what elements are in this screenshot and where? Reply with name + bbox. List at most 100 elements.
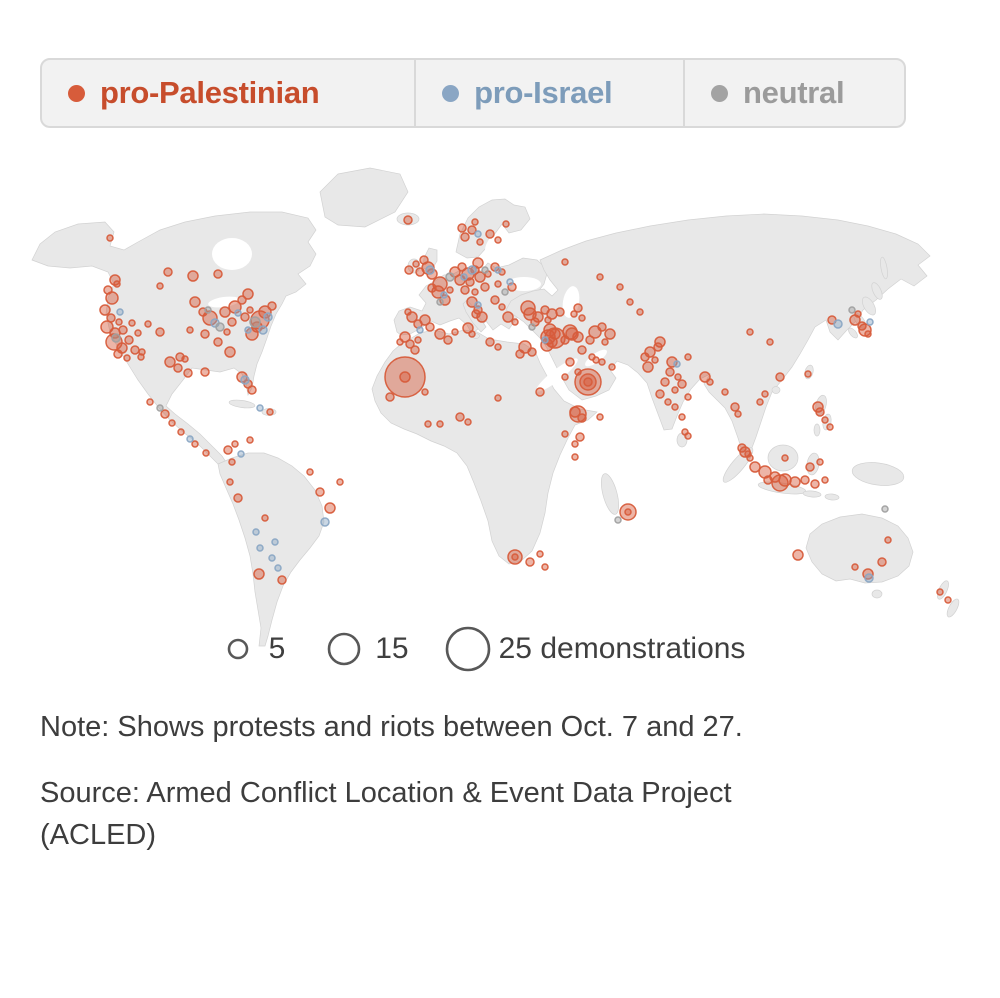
note-text: Note: Shows protests and riots between O… <box>40 711 743 743</box>
bubble <box>115 318 123 326</box>
bubble <box>445 272 455 282</box>
bubble <box>223 445 233 455</box>
legend-item-pro-israel[interactable]: pro-Israel <box>416 60 686 126</box>
bubble <box>425 322 435 332</box>
bubble <box>124 335 134 345</box>
bubble <box>189 296 201 308</box>
bubble <box>655 389 665 399</box>
bubble <box>848 306 856 314</box>
island-borneo <box>767 444 799 472</box>
bubble <box>274 564 282 572</box>
bubble <box>805 462 815 472</box>
island-new-guinea <box>851 462 905 486</box>
size-legend-item: 15 <box>321 626 409 672</box>
bubble <box>412 260 420 268</box>
bubble <box>246 306 254 314</box>
bubble <box>570 310 578 318</box>
bubble <box>494 236 502 244</box>
bubble <box>583 377 593 387</box>
bubble <box>812 401 824 413</box>
bubble <box>155 327 165 337</box>
bubble <box>128 319 136 327</box>
bubble <box>674 373 682 381</box>
footnotes: Note: Shows protests and riots between O… <box>40 706 960 856</box>
bubble <box>324 502 336 514</box>
bubble <box>511 318 519 326</box>
bubble <box>410 345 420 355</box>
bubble <box>405 339 415 349</box>
bubble <box>436 420 444 428</box>
bubble <box>730 402 740 412</box>
bubble <box>109 274 121 286</box>
island-japan-hokkaido <box>871 282 883 300</box>
bubble <box>485 337 495 347</box>
bubble <box>866 318 874 326</box>
bubble <box>665 367 675 377</box>
legend-item-neutral[interactable]: neutral <box>685 60 904 126</box>
island-japan-kyushu <box>848 327 858 339</box>
bubble <box>626 298 634 306</box>
bubble <box>263 312 273 322</box>
bubble <box>116 308 124 316</box>
bubble <box>261 514 269 522</box>
bubble <box>571 440 579 448</box>
bubble <box>183 368 193 378</box>
bubble <box>415 267 425 277</box>
bubble <box>821 476 829 484</box>
bubble <box>578 314 586 322</box>
bubble <box>660 377 670 387</box>
region-scandinavia <box>455 198 531 259</box>
bubble <box>228 458 236 466</box>
bubble <box>821 416 829 424</box>
bubble <box>474 230 482 238</box>
bubble <box>756 398 764 406</box>
bubble <box>536 550 544 558</box>
bubble <box>766 338 774 346</box>
bubble <box>419 314 431 326</box>
bubble <box>480 282 490 292</box>
hudson-bay <box>212 238 252 270</box>
bubble <box>671 386 679 394</box>
bubble <box>654 336 666 348</box>
bubble <box>579 373 597 391</box>
bubble <box>833 319 843 329</box>
bubble <box>781 454 789 462</box>
bubble <box>511 553 519 561</box>
bubble <box>507 549 523 565</box>
bubble <box>636 308 644 316</box>
water-overlays <box>208 234 607 392</box>
bubble <box>481 266 489 274</box>
bubble <box>173 363 183 373</box>
bubble <box>396 338 404 346</box>
bubble <box>414 336 422 344</box>
bubble <box>404 265 414 275</box>
bubble <box>118 325 128 335</box>
bubble <box>468 330 476 338</box>
bubble <box>494 394 502 402</box>
bubble <box>427 283 437 293</box>
island-japan-honshu <box>862 296 876 316</box>
bubble <box>240 375 250 385</box>
bubble <box>506 278 514 286</box>
bubble <box>544 327 566 349</box>
bubble <box>792 549 804 561</box>
bubble <box>320 517 330 527</box>
bubble <box>186 435 194 443</box>
legend-item-pro-palestinian[interactable]: pro-Palestinian <box>42 60 417 126</box>
bubble <box>138 348 146 356</box>
size-legend-label: 5 <box>268 632 286 665</box>
bubble <box>884 536 892 544</box>
bubble <box>775 372 785 382</box>
bubble <box>256 544 264 552</box>
bubble <box>247 385 257 395</box>
persian-gulf <box>585 349 607 367</box>
bubble <box>854 310 862 318</box>
bubble <box>684 432 692 440</box>
bubble <box>592 356 600 364</box>
bubble <box>746 454 754 462</box>
continent-south-america <box>217 452 325 647</box>
bubble <box>494 343 502 351</box>
world-map <box>0 162 1000 652</box>
bubble <box>443 335 453 345</box>
bubble <box>267 301 277 311</box>
